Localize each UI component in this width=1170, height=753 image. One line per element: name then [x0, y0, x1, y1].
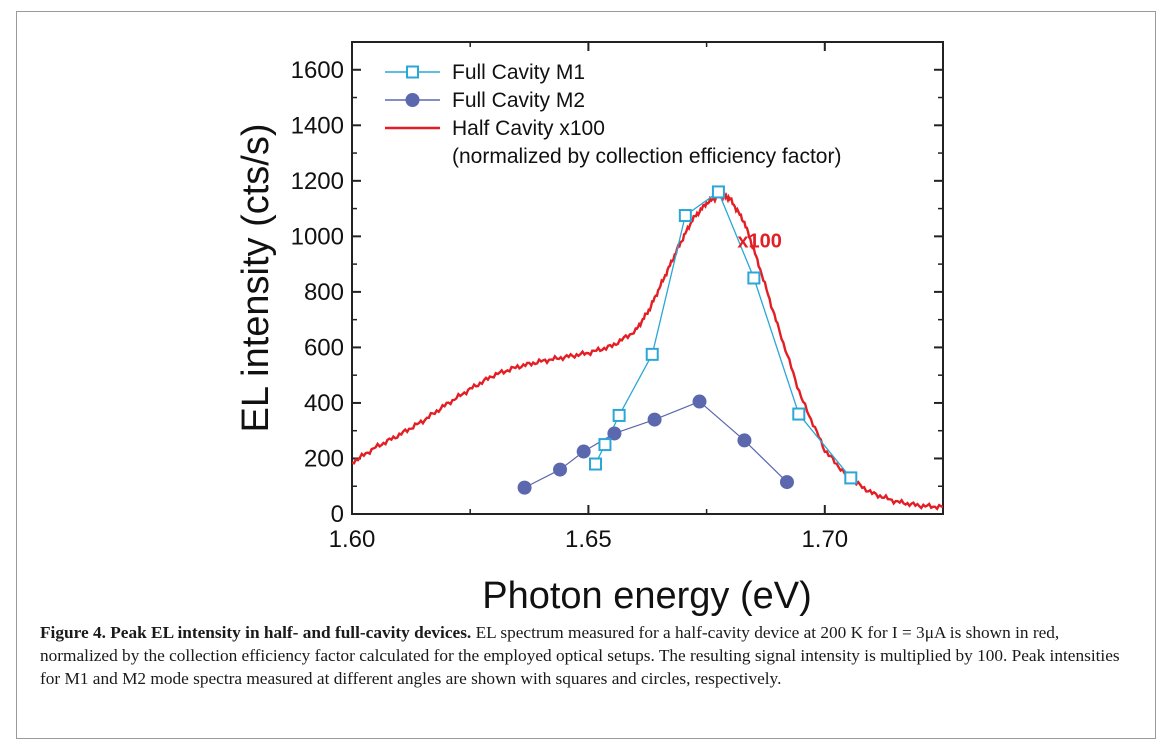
x100-annotation: x100 — [737, 230, 782, 252]
legend-m2-label: Full Cavity M2 — [452, 89, 585, 112]
m2-point — [647, 412, 662, 427]
x-tick-label: 1.65 — [565, 526, 612, 553]
m1-point — [588, 457, 602, 471]
y-axis-title: EL intensity (cts/s) — [235, 123, 277, 432]
m1-point — [678, 209, 692, 223]
series-layer: x100 — [352, 185, 943, 511]
m1-point — [612, 408, 626, 422]
legend-half-label: Half Cavity x100 — [452, 117, 605, 140]
legend-m1-marker — [406, 65, 419, 79]
x-tick-label: 1.70 — [801, 526, 848, 553]
legend: Full Cavity M1 Full Cavity M2 Half Cavity … — [385, 61, 841, 168]
legend-m1-label: Full Cavity M1 — [452, 61, 585, 84]
chart: 1.60 1.65 1.70 0 200 400 600 800 1000 1200 1400 160… — [235, 41, 944, 617]
y-tick-label: 200 — [304, 445, 344, 472]
m2-point — [692, 394, 707, 409]
plot-frame — [351, 41, 944, 515]
figure-frame — [16, 11, 1156, 739]
m1-point — [844, 471, 858, 485]
m1-point — [711, 185, 725, 199]
legend-m2-marker — [405, 93, 420, 107]
m1-point — [792, 407, 806, 421]
legend-note: (normalized by collection efficiency fac… — [452, 145, 841, 168]
y-tick-label: 1000 — [291, 223, 344, 250]
m2-point — [576, 444, 591, 459]
half-cavity-line — [352, 189, 943, 511]
y-tick-label: 1200 — [291, 168, 344, 195]
x-axis-title: Photon energy (eV) — [482, 575, 812, 617]
m1-series-line — [594, 190, 852, 479]
x-tick-label: 1.60 — [329, 526, 376, 553]
axes: 1.60 1.65 1.70 0 200 400 600 800 1000 1200 1400 160… — [291, 41, 944, 553]
y-tick-label: 800 — [304, 279, 344, 306]
m2-point — [779, 475, 794, 490]
caption-text: EL spectrum measured for a half-cavity d… — [40, 623, 1120, 688]
m1-point — [747, 271, 761, 285]
m2-point — [553, 462, 568, 477]
y-tick-label: 1400 — [291, 112, 344, 139]
m2-point — [737, 433, 752, 448]
y-tick-label: 600 — [304, 334, 344, 361]
m1-point — [645, 347, 659, 361]
m2-point — [607, 426, 622, 441]
axis-labels: Photon energy (eV) EL intensity (cts/s) — [235, 123, 812, 617]
y-tick-label: 1600 — [291, 57, 344, 84]
m1-point — [598, 438, 612, 452]
y-tick-label: 0 — [331, 501, 344, 528]
figure-caption: Figure 4. Peak EL intensity in half- and… — [40, 621, 1135, 690]
m2-point — [517, 480, 532, 495]
y-tick-label: 400 — [304, 390, 344, 417]
caption-title: Figure 4. Peak EL intensity in half- and… — [40, 623, 472, 642]
